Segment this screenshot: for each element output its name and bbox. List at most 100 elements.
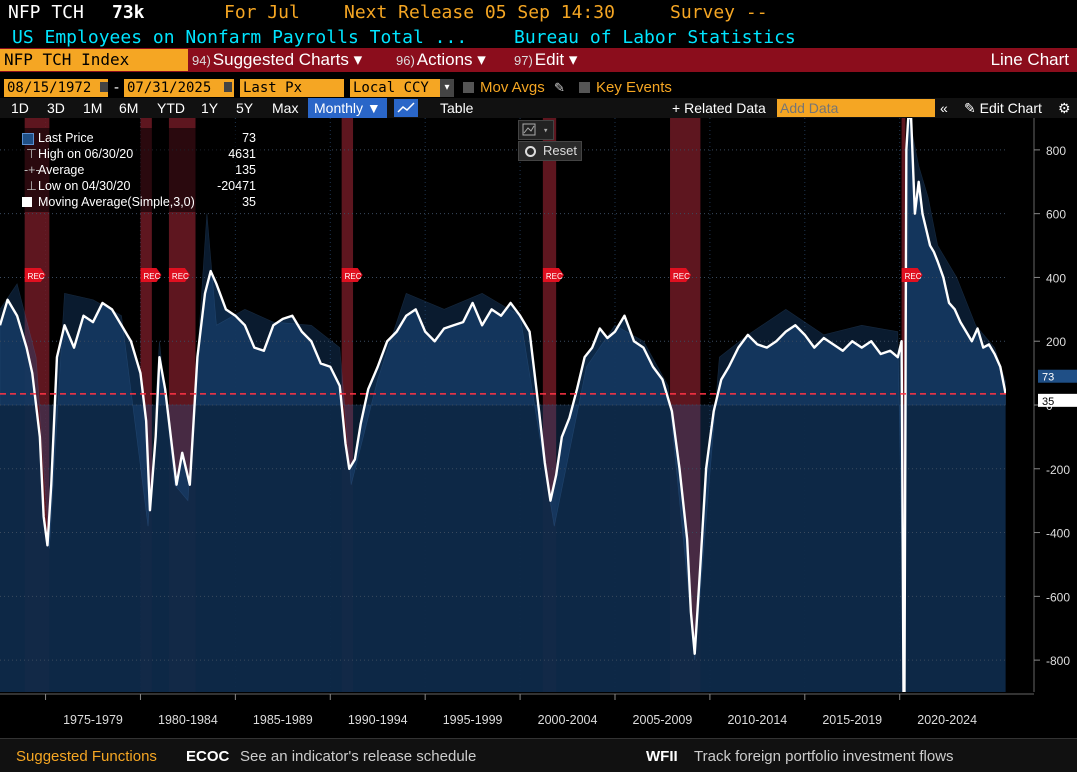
recession-label: REC [345, 272, 362, 281]
edit-label: Edit [535, 50, 564, 69]
tab-1d[interactable]: 1D [11, 98, 29, 118]
low-marker-icon: ⊥ [26, 178, 37, 194]
tab-ytd[interactable]: YTD [157, 98, 185, 118]
tab-1y[interactable]: 1Y [201, 98, 218, 118]
collapse-icon[interactable]: « [940, 98, 948, 118]
tab-1m[interactable]: 1M [83, 98, 102, 118]
suggested-number: 94) [192, 53, 211, 68]
calendar-icon[interactable] [224, 82, 232, 92]
x-tick-label: 1975-1979 [63, 713, 123, 727]
chart-type-label[interactable]: Line Chart [991, 48, 1069, 72]
y-tick-label: 800 [1046, 144, 1066, 158]
x-tick-label: 1990-1994 [348, 713, 408, 727]
legend-value: 4631 [228, 146, 256, 162]
actions-menu[interactable]: 96) Actions ▾ [396, 48, 486, 72]
security-description: US Employees on Nonfarm Payrolls Total .… [12, 27, 467, 48]
legend-label: Last Price [38, 130, 94, 146]
price-field-select[interactable]: Last Px [240, 79, 344, 97]
ticker-value: 73k [112, 2, 145, 23]
recession-label: REC [143, 272, 160, 281]
pencil-icon: ✎ [964, 100, 976, 116]
table-button[interactable]: Table [440, 98, 473, 118]
survey: Survey -- [670, 2, 768, 23]
chevron-down-icon: ▼ [367, 100, 381, 116]
y-tick-label: 600 [1046, 208, 1066, 222]
dropdown-icon: ▾ [349, 50, 362, 69]
legend-value: 35 [242, 194, 256, 210]
line-chart-icon: ▾ [519, 121, 553, 139]
suggested-functions-label[interactable]: Suggested Functions [16, 748, 157, 765]
dropdown-icon: ▾ [564, 50, 577, 69]
x-tick-label: 1995-1999 [443, 713, 503, 727]
y-tick-label: -600 [1046, 590, 1070, 604]
range-tabs-row: 1D 3D 1M 6M YTD 1Y 5Y Max Monthly ▼ Tabl… [0, 98, 1077, 118]
related-data-label: Related Data [684, 100, 766, 116]
high-marker-icon: ⊤ [26, 146, 37, 162]
related-data-button[interactable]: + Related Data [672, 98, 766, 118]
square-icon [22, 133, 34, 145]
legend-label: Low on 04/30/20 [38, 178, 130, 194]
recession-label: REC [546, 272, 563, 281]
key-events-checkbox[interactable] [579, 82, 590, 93]
mov-avgs-label: Mov Avgs [480, 79, 545, 97]
suggested-charts-menu[interactable]: 94) Suggested Charts ▾ [192, 48, 362, 72]
plus-icon: + [672, 100, 680, 116]
pencil-icon[interactable]: ✎ [554, 80, 565, 96]
add-data-input[interactable] [777, 99, 935, 117]
line-chart-icon[interactable] [394, 99, 418, 117]
actions-number: 96) [396, 53, 415, 68]
controls-row: 08/15/1972 - 07/31/2025 Last Px Local CC… [0, 78, 1077, 98]
legend-value: 135 [235, 162, 256, 178]
legend-moving-average[interactable]: Moving Average(Simple,3,0) 35 [6, 194, 264, 210]
calendar-icon[interactable] [100, 82, 108, 92]
x-tick-label: 2000-2004 [538, 713, 598, 727]
currency-select[interactable]: Local CCY [350, 79, 454, 97]
suggested-functions-bar: Suggested Functions ECOC See an indicato… [0, 738, 1077, 772]
ecoc-function[interactable]: ECOC [186, 748, 229, 765]
moving-average-tag-label: 35 [1042, 396, 1054, 408]
main-toolbar: NFP TCH Index 94) Suggested Charts ▾ 96) A… [0, 48, 1077, 72]
wfii-function[interactable]: WFII [646, 748, 678, 765]
legend-low: ⊥ Low on 04/30/20 -20471 [6, 178, 264, 194]
chevron-down-icon[interactable]: ▾ [440, 79, 454, 97]
recession-label: REC [28, 272, 45, 281]
legend-label: High on 06/30/20 [38, 146, 133, 162]
gear-icon[interactable]: ⚙ [1058, 98, 1071, 118]
ecoc-description: See an indicator's release schedule [240, 748, 476, 765]
edit-menu[interactable]: 97) Edit ▾ [514, 48, 577, 72]
start-date-field[interactable]: 08/15/1972 [4, 79, 108, 97]
legend-value: -20471 [217, 178, 256, 194]
suggested-charts-label: Suggested Charts [213, 50, 349, 69]
recession-label: REC [673, 272, 690, 281]
reset-label: Reset [543, 142, 577, 160]
legend-last-price[interactable]: Last Price 73 [6, 130, 264, 146]
reset-icon [525, 146, 536, 157]
actions-label: Actions [417, 50, 473, 69]
frequency-dropdown[interactable]: Monthly ▼ [308, 98, 387, 118]
security-field[interactable]: NFP TCH Index [0, 49, 188, 71]
dropdown-icon: ▾ [473, 50, 486, 69]
tab-5y[interactable]: 5Y [236, 98, 253, 118]
legend-label: Moving Average(Simple,3,0) [38, 194, 195, 210]
frequency-label: Monthly [314, 100, 363, 116]
x-tick-label: 2020-2024 [917, 713, 977, 727]
x-tick-label: 1980-1984 [158, 713, 218, 727]
date-separator: - [114, 79, 119, 97]
legend-label: Average [38, 162, 84, 178]
reset-button[interactable]: Reset [518, 141, 582, 161]
tab-max[interactable]: Max [272, 98, 298, 118]
end-date-field[interactable]: 07/31/2025 [124, 79, 234, 97]
svg-text:▾: ▾ [543, 126, 548, 136]
x-tick-label: 1985-1989 [253, 713, 313, 727]
recession-label: REC [905, 272, 922, 281]
mov-avgs-checkbox[interactable] [463, 82, 474, 93]
last-price-tag-label: 73 [1042, 372, 1054, 384]
tab-3d[interactable]: 3D [47, 98, 65, 118]
y-tick-label: -200 [1046, 463, 1070, 477]
edit-chart-button[interactable]: ✎ Edit Chart [964, 98, 1042, 118]
chart-tool-button[interactable]: ▾ [518, 120, 554, 140]
recession-label: REC [172, 272, 189, 281]
legend-value: 73 [242, 130, 256, 146]
tab-6m[interactable]: 6M [119, 98, 138, 118]
legend-high: ⊤ High on 06/30/20 4631 [6, 146, 264, 162]
